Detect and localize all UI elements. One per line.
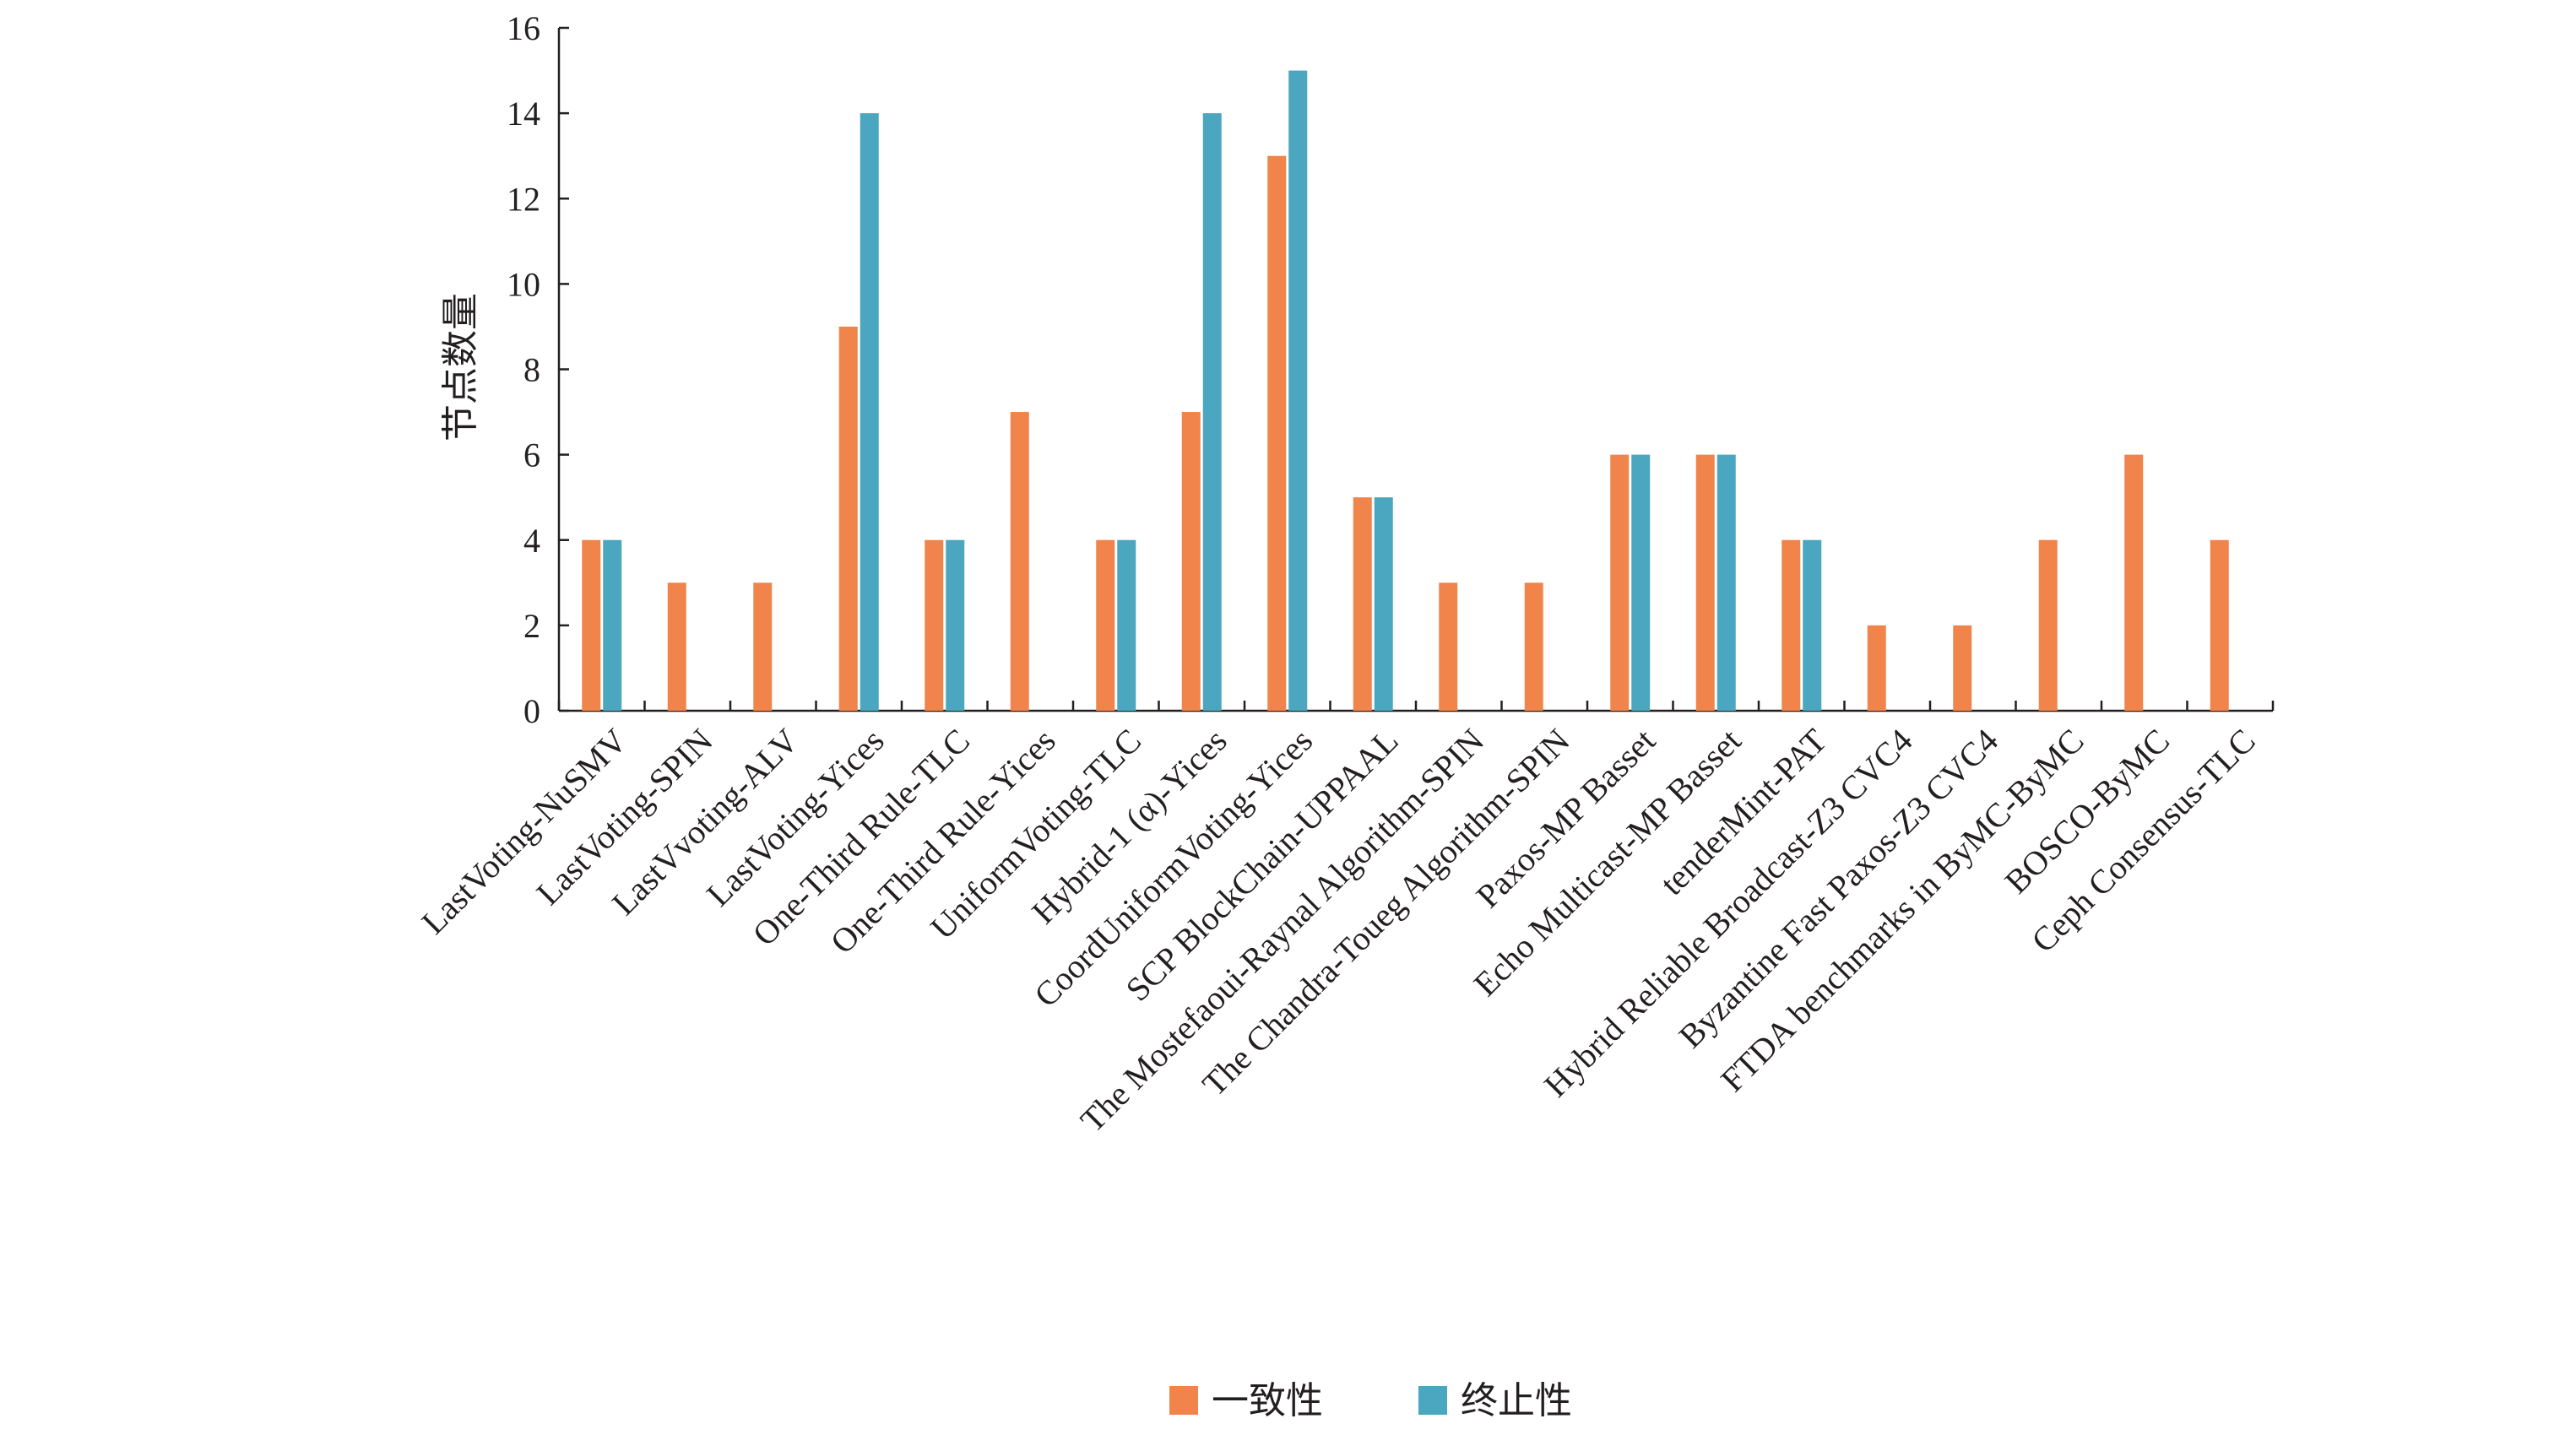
bar-termination-coorduniformvoting-yices: [1288, 70, 1308, 711]
bar-consistency-scp-blockchain-uppaal: [1353, 497, 1372, 711]
bar-consistency-one-third-rule-yices: [1010, 412, 1029, 711]
bar-consistency-tendermint-pat: [1782, 539, 1801, 711]
y-axis-title-group: 节点数量: [439, 293, 482, 441]
y-tick-label: 6: [523, 436, 540, 474]
y-tick-label: 4: [523, 522, 540, 560]
bar-consistency-echo-multicast-mp-basset: [1695, 454, 1715, 711]
bar-consistency-lastvoting-spin: [667, 582, 686, 711]
bar-consistency-ftda-benchmarks-in-bymc-bymc: [2038, 539, 2058, 711]
y-axis-title: 节点数量: [439, 293, 482, 441]
bar-consistency-the-chandra-toueg-algorithm-spin: [1524, 582, 1543, 711]
legend-swatch-consistency: [1169, 1386, 1198, 1415]
bar-consistency-hybrid-reliable-broadcast-z3-cvc4: [1867, 625, 1886, 711]
bar-consistency-lastvoting-yices: [838, 326, 858, 711]
bar-consistency-byzantine-fast-paxos-z3-cvc4: [1953, 625, 1972, 711]
bar-consistency-the-mostefaoui-raynal-algorithm-spin: [1439, 582, 1458, 711]
y-tick-label: 2: [523, 607, 540, 645]
y-tick-label: 0: [523, 692, 540, 730]
bars: [582, 70, 2229, 711]
y-tick-label: 8: [523, 351, 540, 389]
axes: [557, 28, 2275, 712]
bar-consistency-ceph-consensus-tlc: [2210, 539, 2229, 711]
bar-termination-echo-multicast-mp-basset: [1716, 454, 1736, 711]
legend-swatch-termination: [1418, 1386, 1447, 1415]
x-category-labels: LastVoting-NuSMVLastVoting-SPINLastVvoti…: [414, 721, 2262, 1139]
bar-termination-lastvoting-nusmv: [603, 539, 622, 711]
bar-termination-scp-blockchain-uppaal: [1374, 497, 1393, 711]
legend-label-termination: 终止性: [1461, 1379, 1572, 1422]
y-ticks: 0 2 4 6 8 10 12 14 16: [507, 9, 569, 730]
legend-label-consistency: 一致性: [1212, 1379, 1323, 1422]
bar-termination-lastvoting-yices: [860, 113, 879, 711]
bar-consistency-coorduniformvoting-yices: [1267, 155, 1287, 711]
bar-consistency-hybrid-1-yices: [1181, 412, 1201, 711]
y-tick-label: 14: [507, 95, 540, 133]
legend: 一致性 终止性: [1169, 1379, 1572, 1422]
bar-consistency-paxos-mp-basset: [1610, 454, 1630, 711]
bar-termination-paxos-mp-basset: [1631, 454, 1651, 711]
bar-consistency-lastvoting-nusmv: [582, 539, 601, 711]
y-tick-label: 12: [507, 180, 540, 218]
y-tick-label: 10: [507, 265, 540, 303]
bar-consistency-one-third-rule-tlc: [925, 539, 944, 711]
bar-termination-uniformvoting-tlc: [1117, 539, 1136, 711]
bar-termination-tendermint-pat: [1803, 539, 1822, 711]
bar-termination-one-third-rule-tlc: [946, 539, 965, 711]
y-tick-label: 16: [507, 9, 540, 47]
bar-consistency-uniformvoting-tlc: [1096, 539, 1115, 711]
bar-consistency-bosco-bymc: [2124, 454, 2144, 711]
bar-consistency-lastvvoting-alv: [753, 582, 773, 711]
bar-termination-hybrid-1-yices: [1202, 113, 1222, 711]
